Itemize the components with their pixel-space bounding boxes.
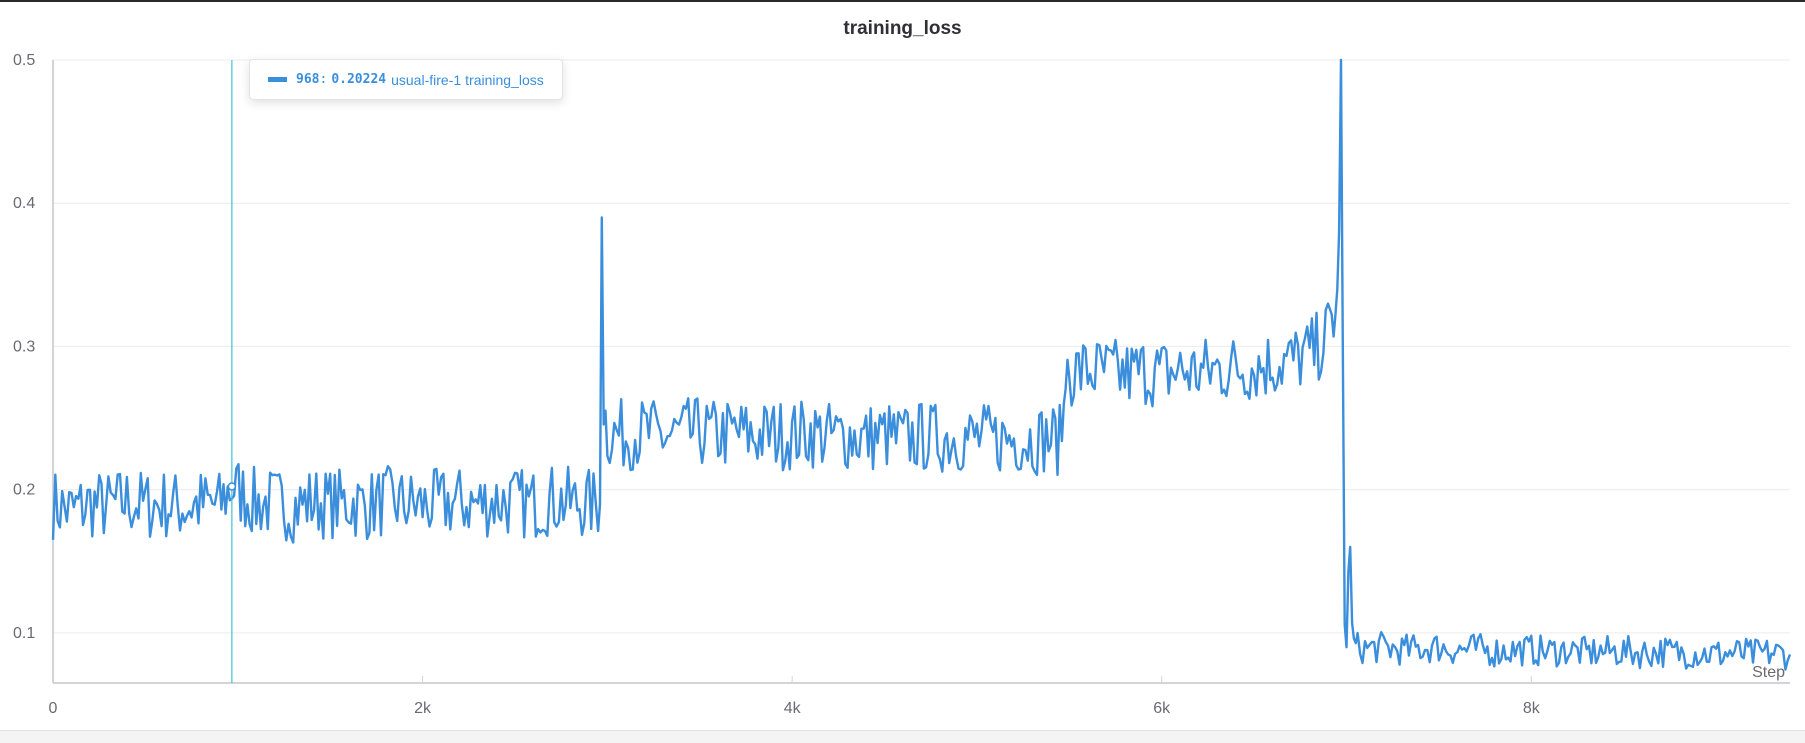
tooltip-value: 0.20224 xyxy=(331,72,387,87)
axes: 0.1 0.2 0.3 0.4 0.5 0 2k 4k 6k 8k Step xyxy=(13,52,1790,717)
chart-title: training_loss xyxy=(843,18,962,39)
top-border xyxy=(0,0,1805,2)
y-tick-label: 0.2 xyxy=(13,482,35,499)
x-tick-label: 0 xyxy=(49,700,58,717)
hover-layer xyxy=(227,60,237,683)
x-axis-label: Step xyxy=(1752,664,1785,681)
tooltip-metric: training_loss xyxy=(465,71,544,88)
y-tick-label: 0.1 xyxy=(13,625,35,642)
hover-tooltip: 968 : 0.20224 usual-fire-1 training_loss xyxy=(249,59,563,100)
y-tick-label: 0.4 xyxy=(13,195,35,212)
panel-footer xyxy=(0,730,1805,743)
x-tick-label: 4k xyxy=(784,700,802,717)
hover-point xyxy=(227,482,237,491)
grid-lines xyxy=(53,59,1790,634)
tooltip-step: 968 xyxy=(296,72,320,87)
x-tick-label: 6k xyxy=(1153,700,1171,717)
series-line-training-loss xyxy=(51,58,1792,671)
x-tick-label: 2k xyxy=(414,700,432,717)
y-tick-label: 0.3 xyxy=(13,338,35,355)
x-tick-label: 8k xyxy=(1523,700,1541,717)
series-swatch xyxy=(268,77,287,82)
tooltip-separator: : xyxy=(319,72,328,87)
tooltip-run-name: usual-fire-1 xyxy=(391,71,462,88)
y-tick-label: 0.5 xyxy=(13,52,35,69)
series-layer xyxy=(51,58,1792,671)
